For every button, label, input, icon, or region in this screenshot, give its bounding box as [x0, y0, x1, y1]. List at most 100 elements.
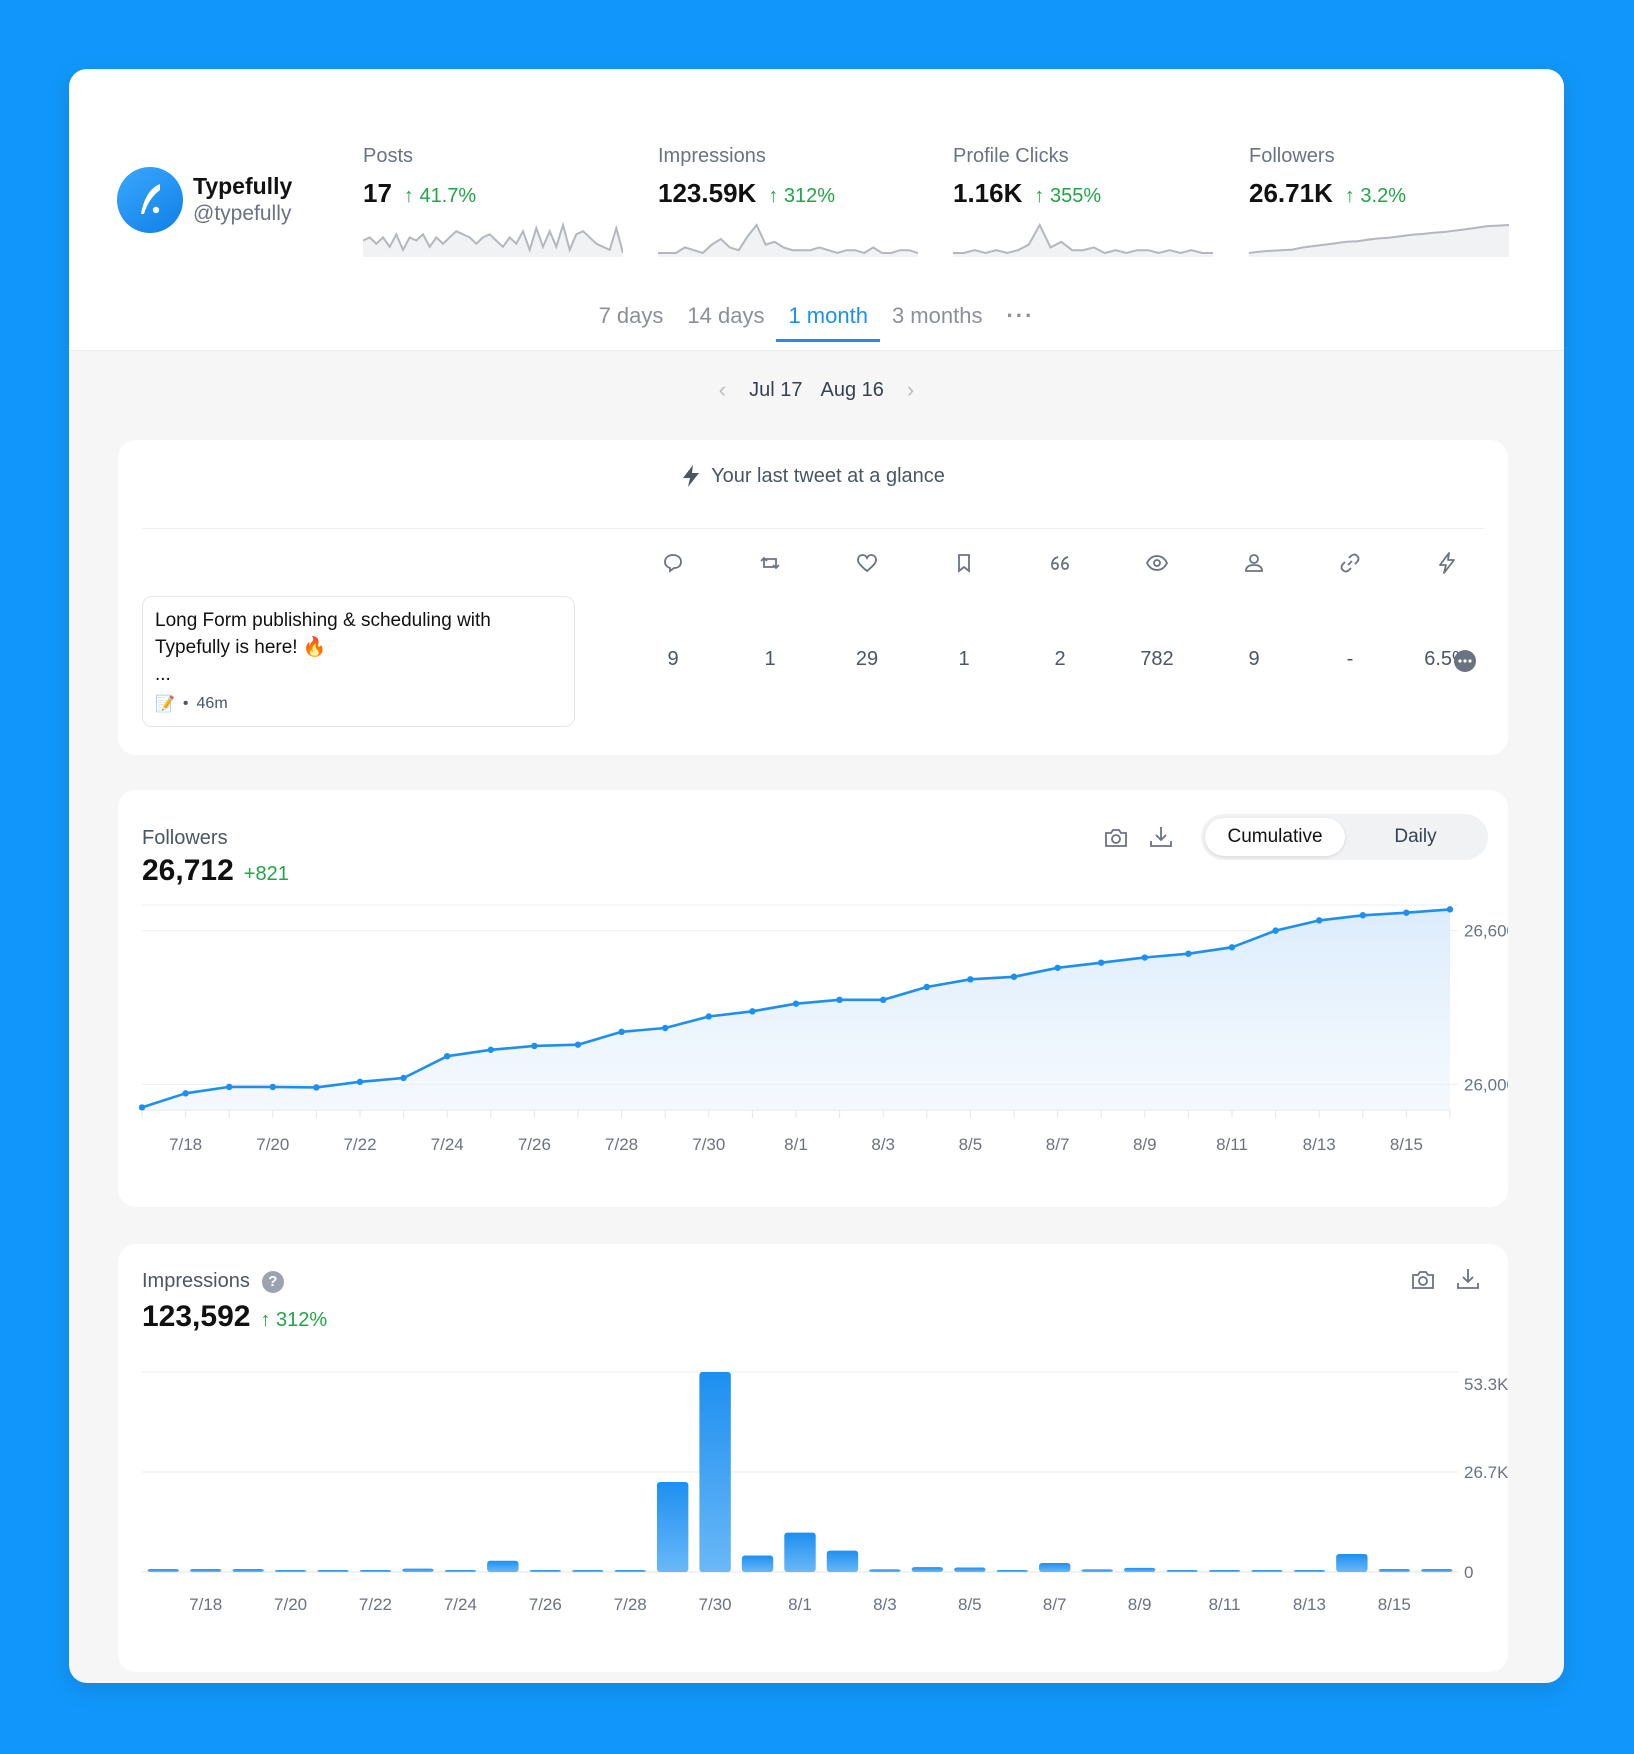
- impressions-bar: [317, 1570, 349, 1572]
- x-tick-label: 7/18: [169, 1135, 202, 1154]
- account-info[interactable]: Typefully @typefully: [117, 167, 292, 233]
- metric-impressions[interactable]: Impressions 123.59K ↑ 312%: [658, 145, 920, 257]
- impressions-chart-panel: Impressions ? 123,592 ↑ 312% 53.3K 26.7K 0…: [118, 1244, 1508, 1672]
- stat-replies: 9: [667, 648, 679, 670]
- metric-change: ↑ 3.2%: [1344, 185, 1406, 207]
- chart-summary: 123,592 ↑ 312%: [142, 1300, 327, 1334]
- account-name: Typefully: [193, 173, 293, 199]
- chevron-right-icon[interactable]: ›: [906, 377, 915, 402]
- data-point: [967, 976, 974, 983]
- stat-likes: 29: [855, 648, 879, 670]
- data-point: [487, 1046, 494, 1053]
- x-tick-label: 7/22: [359, 1595, 392, 1614]
- data-point: [531, 1042, 538, 1050]
- toggle-daily[interactable]: Daily: [1394, 826, 1437, 847]
- metric-value: 17: [363, 178, 392, 208]
- stat-retweets: 1: [764, 648, 776, 670]
- help-icon[interactable]: ?: [261, 1270, 284, 1293]
- tab-more[interactable]: ···: [1006, 303, 1035, 328]
- x-tick-label: 8/13: [1293, 1595, 1326, 1614]
- data-point: [400, 1074, 407, 1082]
- typefully-logo-icon: [117, 167, 183, 233]
- stat-profile-visits: 9: [1248, 648, 1260, 670]
- y-tick-label: 53.3K: [1464, 1375, 1508, 1394]
- data-point: [182, 1090, 189, 1097]
- chart-title: Impressions ?: [142, 1270, 284, 1293]
- analytics-card: Typefully @typefully Posts 17 ↑ 41.7% Im…: [69, 69, 1564, 1683]
- impressions-bar: [954, 1567, 986, 1572]
- impressions-bar: [1208, 1570, 1241, 1572]
- tab-7-days[interactable]: 7 days: [598, 303, 664, 328]
- impressions-bar: [1421, 1568, 1453, 1572]
- x-tick-label: 8/1: [784, 1135, 808, 1154]
- profile-icon: [1224, 552, 1284, 574]
- impressions-bar: [1081, 1569, 1113, 1572]
- tab-1-month[interactable]: 1 month: [776, 303, 880, 342]
- impressions-bar: [189, 1568, 222, 1572]
- divider: [142, 528, 1484, 529]
- data-point: [1272, 927, 1279, 934]
- bolt-icon: [683, 465, 700, 487]
- y-tick-label: 26,000: [1464, 1075, 1508, 1094]
- x-tick-label: 8/7: [1046, 1135, 1070, 1154]
- camera-icon[interactable]: [1103, 826, 1129, 855]
- impressions-bar: [402, 1568, 434, 1572]
- x-tick-label: 8/5: [959, 1135, 983, 1154]
- data-point: [618, 1028, 625, 1036]
- data-point: [1010, 973, 1018, 980]
- download-icon[interactable]: [1148, 824, 1174, 855]
- tab-14-days[interactable]: 14 days: [687, 303, 765, 328]
- stat-link-clicks: -: [1346, 648, 1354, 670]
- chart-change: ↑ 312%: [260, 1309, 328, 1331]
- metric-label: Profile Clicks: [953, 145, 1069, 167]
- download-icon[interactable]: [1455, 1266, 1481, 1297]
- data-point: [574, 1041, 582, 1048]
- impressions-bar: [614, 1570, 646, 1572]
- camera-icon[interactable]: [1410, 1268, 1436, 1297]
- chart-title: Followers: [142, 827, 228, 849]
- data-point: [444, 1052, 451, 1060]
- chart-total: 26,712: [142, 854, 234, 887]
- tab-3-months[interactable]: 3 months: [891, 303, 983, 328]
- date-start: Jul 17: [749, 378, 803, 401]
- chart-summary: 26,712 +821: [142, 854, 289, 888]
- x-tick-label: 8/13: [1303, 1135, 1336, 1154]
- memo-icon: 📝: [155, 696, 175, 713]
- x-tick-label: 8/1: [788, 1595, 812, 1614]
- x-tick-label: 7/22: [343, 1135, 376, 1154]
- like-icon: [837, 552, 897, 574]
- toggle-cumulative[interactable]: Cumulative: [1205, 818, 1345, 856]
- x-tick-label: 7/20: [256, 1135, 289, 1154]
- profile-clicks-sparkline: [953, 222, 1213, 257]
- impressions-sparkline: [658, 223, 918, 257]
- x-tick-label: 7/30: [699, 1595, 732, 1614]
- metric-posts[interactable]: Posts 17 ↑ 41.7%: [363, 145, 625, 257]
- data-point: [1141, 954, 1148, 961]
- x-tick-label: 8/3: [873, 1595, 897, 1614]
- sparkline-line: [953, 222, 1213, 255]
- data-point: [1403, 909, 1410, 916]
- tweet-preview[interactable]: Long Form publishing & scheduling with T…: [142, 596, 575, 727]
- x-tick-label: 7/18: [189, 1595, 222, 1614]
- metric-followers[interactable]: Followers 26.71K ↑ 3.2%: [1249, 145, 1511, 257]
- x-tick-label: 7/26: [529, 1595, 562, 1614]
- metric-change: ↑ 355%: [1034, 185, 1102, 207]
- sparkline-area: [1249, 225, 1509, 257]
- impressions-bar: [996, 1570, 1028, 1572]
- impressions-bar: [232, 1568, 264, 1572]
- metric-profile-clicks[interactable]: Profile Clicks 1.16K ↑ 355%: [953, 145, 1215, 257]
- x-tick-label: 8/11: [1209, 1595, 1241, 1614]
- metric-change: ↑ 312%: [768, 185, 836, 207]
- data-point: [923, 983, 930, 991]
- data-point: [356, 1078, 364, 1086]
- data-point: [1316, 917, 1323, 924]
- y-tick-label: 26,600: [1464, 922, 1508, 941]
- bookmark-icon: [934, 552, 994, 574]
- more-options-icon[interactable]: [1454, 650, 1476, 672]
- data-point: [705, 1013, 712, 1020]
- followers-sparkline: [1249, 224, 1509, 257]
- impressions-bar: [741, 1555, 774, 1572]
- chevron-left-icon[interactable]: ‹: [718, 377, 727, 402]
- tweet-meta: 📝 • 46m: [155, 695, 228, 713]
- range-tabs: 7 days 14 days 1 month 3 months ···: [69, 303, 1564, 342]
